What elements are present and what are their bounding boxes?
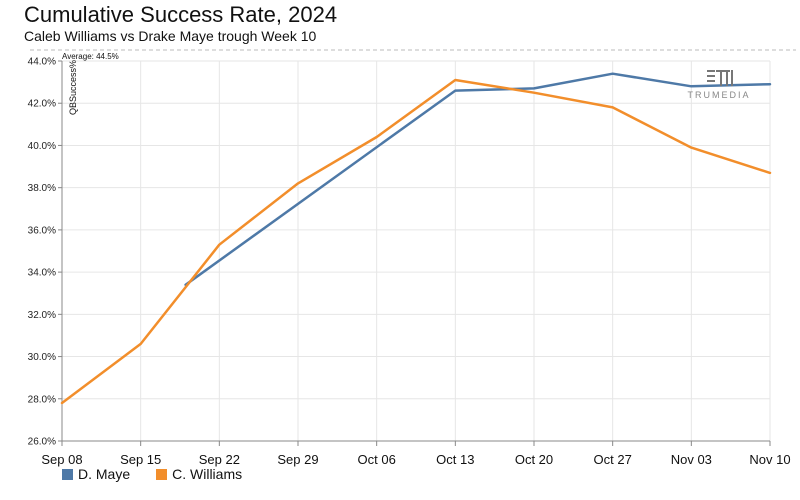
legend-label: C. Williams: [172, 466, 243, 482]
x-tick-label: Sep 15: [120, 452, 161, 467]
average-label: Average: 44.5%: [62, 52, 119, 61]
legend-swatch: [62, 468, 73, 480]
y-tick-label: 44.0%: [28, 57, 56, 68]
x-tick-label: Oct 13: [436, 452, 474, 467]
trumedia-logo-icon: [707, 70, 733, 86]
x-tick-label: Oct 20: [515, 452, 553, 467]
logo-text: TRUMEDIA: [687, 90, 751, 100]
series-line-d-maye: [184, 72, 772, 287]
y-tick-label: 30.0%: [28, 352, 56, 363]
axes: [30, 49, 796, 446]
legend-item-williams[interactable]: C. Williams: [156, 466, 242, 482]
chart-title: Cumulative Success Rate, 2024: [24, 2, 338, 27]
series-line-c-williams: [60, 78, 772, 405]
y-tick-label: 38.0%: [28, 183, 56, 194]
legend-swatch: [156, 468, 168, 480]
legend-label: D. Maye: [78, 466, 131, 482]
y-tick-label: 28.0%: [28, 394, 56, 405]
x-tick-label: Nov 10: [749, 452, 790, 467]
y-tick-label: 26.0%: [28, 437, 56, 448]
chart-subtitle: Caleb Williams vs Drake Maye trough Week…: [24, 28, 317, 44]
trumedia-logo: TRUMEDIA: [676, 66, 762, 106]
y-tick-label: 34.0%: [28, 268, 56, 279]
x-tick-label: Sep 22: [199, 452, 240, 467]
y-axis-title: QBSuccess%: [68, 60, 78, 115]
x-tick-label: Oct 06: [358, 452, 396, 467]
legend-item-maye[interactable]: D. Maye: [62, 466, 130, 482]
x-tick-label: Nov 03: [671, 452, 712, 467]
y-tick-label: 40.0%: [28, 141, 56, 152]
y-tick-label: 32.0%: [28, 310, 56, 321]
series-lines: [60, 72, 772, 405]
y-tick-label: 36.0%: [28, 225, 56, 236]
y-tick-label: 42.0%: [28, 99, 56, 110]
x-tick-label: Sep 29: [277, 452, 318, 467]
axis-labels: 26.0% 28.0% 30.0% 32.0% 34.0% 36.0% 38.0% 40.0%…: [28, 52, 791, 467]
x-tick-label: Sep 08: [41, 452, 82, 467]
legend: D. Maye C. Williams: [62, 466, 242, 482]
x-tick-label: Oct 27: [594, 452, 632, 467]
